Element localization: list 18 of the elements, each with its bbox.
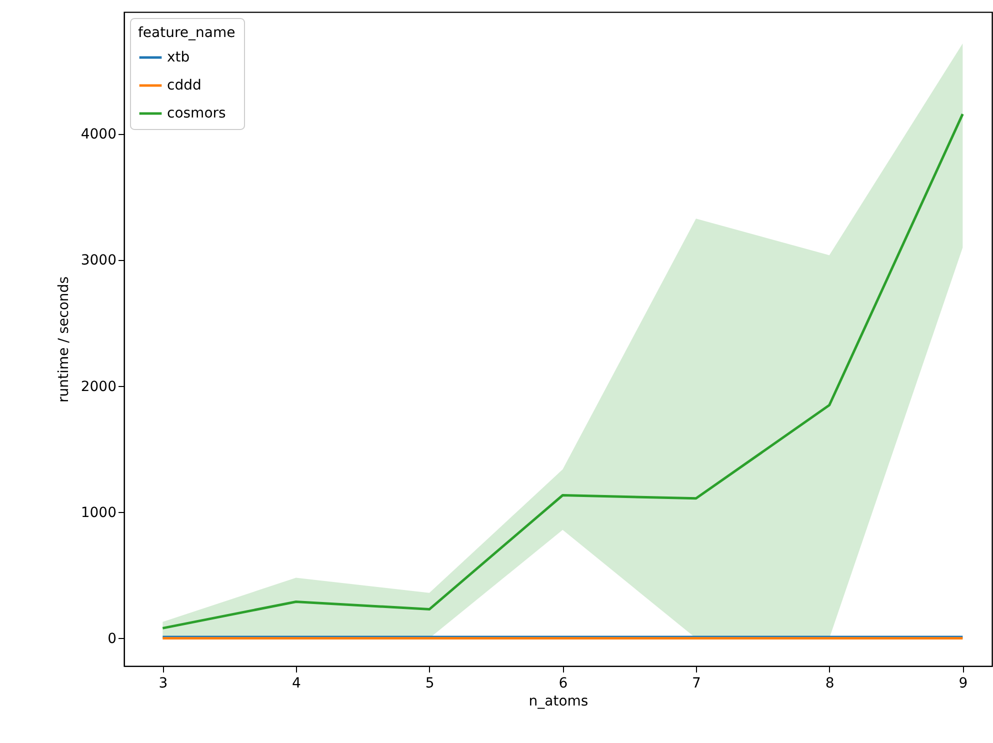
x-tick-label: 4 xyxy=(292,676,302,692)
legend-title: feature_name xyxy=(138,25,236,41)
x-axis-title: n_atoms xyxy=(528,694,588,710)
x-tick-label: 9 xyxy=(958,676,968,692)
x-tick-label: 3 xyxy=(158,676,168,692)
x-tick-label: 8 xyxy=(825,676,834,692)
y-tick-label: 0 xyxy=(108,630,116,647)
legend-label: xtb xyxy=(167,50,190,66)
x-tick-label: 7 xyxy=(692,676,701,692)
y-tick-label: 1000 xyxy=(80,504,116,521)
y-tick-label: 4000 xyxy=(80,126,116,143)
x-tick-label: 6 xyxy=(558,676,568,692)
legend-label: cddd xyxy=(167,78,202,94)
x-tick-label: 5 xyxy=(425,676,434,692)
y-tick-label: 3000 xyxy=(80,252,116,269)
y-tick-label: 2000 xyxy=(80,378,116,395)
y-axis-title: runtime / seconds xyxy=(56,276,72,402)
legend-label: cosmors xyxy=(167,106,226,122)
